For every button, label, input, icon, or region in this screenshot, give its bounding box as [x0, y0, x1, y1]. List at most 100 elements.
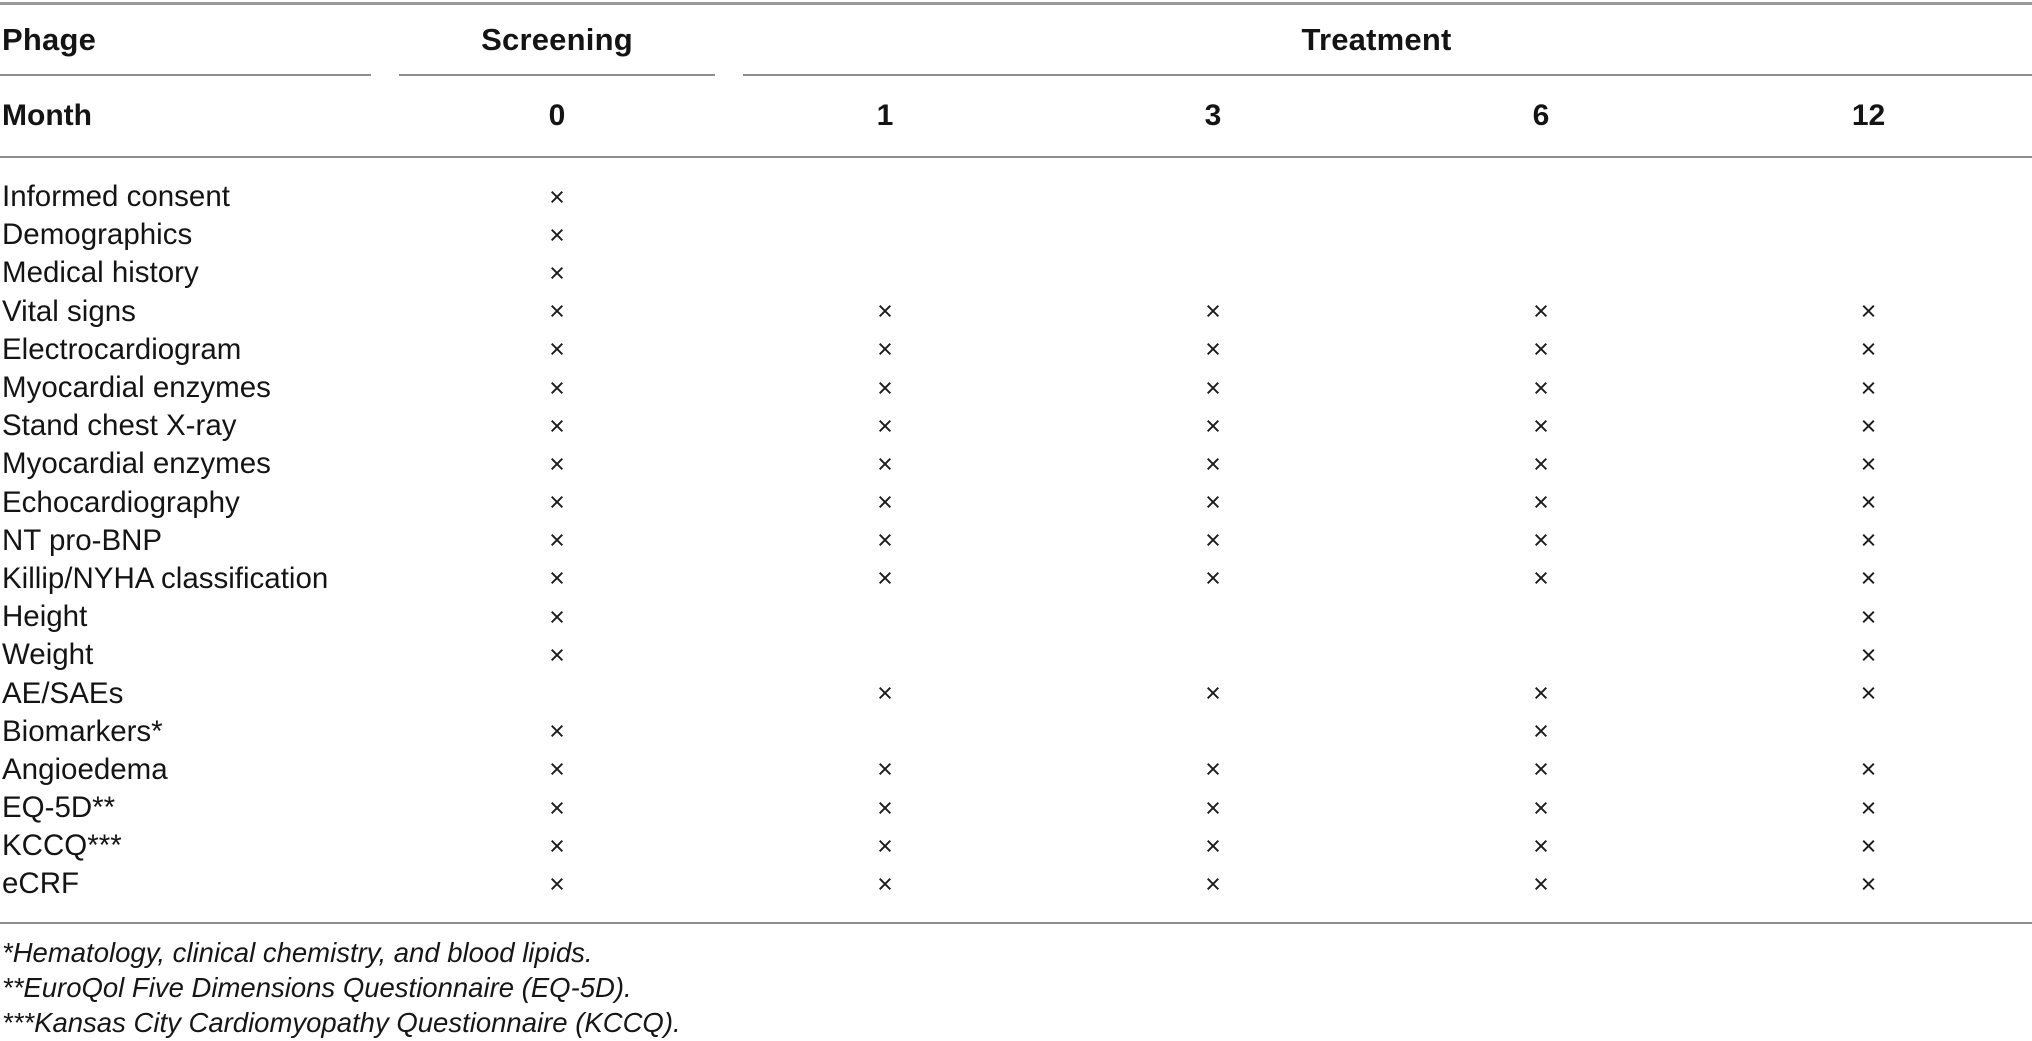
- table-row: Myocardial enzymes × × × × ×: [0, 445, 2032, 483]
- row-label: Demographics: [2, 218, 193, 252]
- mark-cell: ×: [1205, 410, 1221, 441]
- row-label: Electrocardiogram: [2, 332, 242, 366]
- mark-cell: [1705, 216, 2032, 254]
- row-label: AE/SAEs: [2, 676, 124, 710]
- table-row: Medical history ×: [0, 254, 2032, 292]
- mark-cell: ×: [1533, 487, 1549, 518]
- mark-cell: ×: [1205, 296, 1221, 327]
- month-column-header: 6: [1532, 99, 1550, 132]
- mark-cell: ×: [1205, 563, 1221, 594]
- mark-cell: [721, 598, 1049, 636]
- mark-cell: ×: [877, 448, 893, 479]
- mark-cell: ×: [1205, 792, 1221, 823]
- mark-cell: ×: [549, 219, 565, 250]
- row-label: Height: [2, 600, 88, 634]
- month-header-row: Month 0 1 3 6 12: [0, 76, 2032, 156]
- mark-cell: ×: [549, 601, 565, 632]
- mark-cell: ×: [1533, 563, 1549, 594]
- mark-cell: ×: [549, 868, 565, 899]
- mark-cell: ×: [1860, 678, 1877, 709]
- mark-cell: ×: [549, 525, 565, 556]
- row-label: NT pro-BNP: [2, 523, 163, 557]
- mark-cell: ×: [1860, 792, 1877, 823]
- table-row: Biomarkers* × ×: [0, 713, 2032, 751]
- row-label: eCRF: [2, 867, 80, 901]
- mark-cell: ×: [1860, 830, 1877, 861]
- mark-cell: ×: [1533, 830, 1549, 861]
- mark-cell: ×: [877, 792, 893, 823]
- mark-cell: ×: [549, 792, 565, 823]
- mark-cell: ×: [877, 754, 893, 785]
- table-body: Informed consent × Demographics × Medica…: [0, 158, 2032, 922]
- mark-cell: ×: [1533, 678, 1549, 709]
- mark-cell: [1377, 636, 1705, 674]
- phase-underline: [0, 74, 371, 76]
- phase-header-cell: Phage: [0, 5, 393, 76]
- treatment-underline: [743, 74, 2032, 76]
- table-top-rule: [0, 2, 2032, 5]
- month-row-label: Month: [2, 99, 92, 132]
- mark-cell: ×: [549, 181, 565, 212]
- mark-cell: ×: [877, 410, 893, 441]
- mark-cell: ×: [877, 372, 893, 403]
- table-row: Echocardiography × × × × ×: [0, 484, 2032, 522]
- mark-cell: [393, 674, 721, 712]
- mark-cell: ×: [549, 487, 565, 518]
- table-row: Angioedema × × × × ×: [0, 751, 2032, 789]
- mark-cell: ×: [1533, 716, 1549, 747]
- table-row: Myocardial enzymes × × × × ×: [0, 369, 2032, 407]
- row-label: Myocardial enzymes: [2, 371, 271, 405]
- phase-header-row: Phage Screening Treatment: [0, 5, 2032, 76]
- mark-cell: ×: [1860, 487, 1877, 518]
- mark-cell: ×: [549, 448, 565, 479]
- mark-cell: ×: [549, 830, 565, 861]
- phase-row-label: Phage: [2, 21, 97, 57]
- mark-cell: ×: [1205, 525, 1221, 556]
- table-row: Demographics ×: [0, 216, 2032, 254]
- table-row: Killip/NYHA classification × × × × ×: [0, 560, 2032, 598]
- mark-cell: ×: [877, 563, 893, 594]
- mark-cell: ×: [877, 830, 893, 861]
- row-label: EQ-5D**: [2, 791, 116, 825]
- table-row: KCCQ*** × × × × ×: [0, 827, 2032, 865]
- mark-cell: ×: [549, 639, 565, 670]
- table-row: eCRF × × × × ×: [0, 865, 2032, 903]
- screening-header-cell: Screening: [393, 5, 721, 76]
- mark-cell: ×: [877, 487, 893, 518]
- mark-cell: ×: [549, 257, 565, 288]
- mark-cell: ×: [1205, 868, 1221, 899]
- footnote-line: **EuroQol Five Dimensions Questionnaire …: [2, 971, 632, 1003]
- mark-cell: ×: [1533, 525, 1549, 556]
- screening-label: Screening: [481, 21, 633, 57]
- mark-cell: [1377, 598, 1705, 636]
- mark-cell: ×: [549, 334, 565, 365]
- row-label: Echocardiography: [2, 485, 240, 519]
- mark-cell: ×: [1860, 868, 1877, 899]
- mark-cell: ×: [1860, 639, 1877, 670]
- mark-cell: ×: [549, 296, 565, 327]
- mark-cell: ×: [549, 410, 565, 441]
- mark-cell: ×: [549, 716, 565, 747]
- mark-cell: ×: [877, 296, 893, 327]
- mark-cell: ×: [1860, 563, 1877, 594]
- table-row: Weight × ×: [0, 636, 2032, 674]
- row-label: Weight: [2, 638, 94, 672]
- mark-cell: [1377, 216, 1705, 254]
- screening-underline: [399, 74, 715, 76]
- row-label: Myocardial enzymes: [2, 447, 271, 481]
- mark-cell: ×: [877, 678, 893, 709]
- mark-cell: [721, 254, 1049, 292]
- mark-cell: ×: [1860, 410, 1877, 441]
- mark-cell: [721, 178, 1049, 216]
- row-label: Angioedema: [2, 752, 168, 786]
- mark-cell: ×: [1205, 372, 1221, 403]
- mark-cell: ×: [877, 868, 893, 899]
- mark-cell: ×: [1533, 296, 1549, 327]
- mark-cell: ×: [1533, 754, 1549, 785]
- row-label: Medical history: [2, 256, 199, 290]
- mark-cell: [1377, 254, 1705, 292]
- mark-cell: ×: [1533, 868, 1549, 899]
- row-label: Killip/NYHA classification: [2, 561, 329, 595]
- mark-cell: ×: [1205, 830, 1221, 861]
